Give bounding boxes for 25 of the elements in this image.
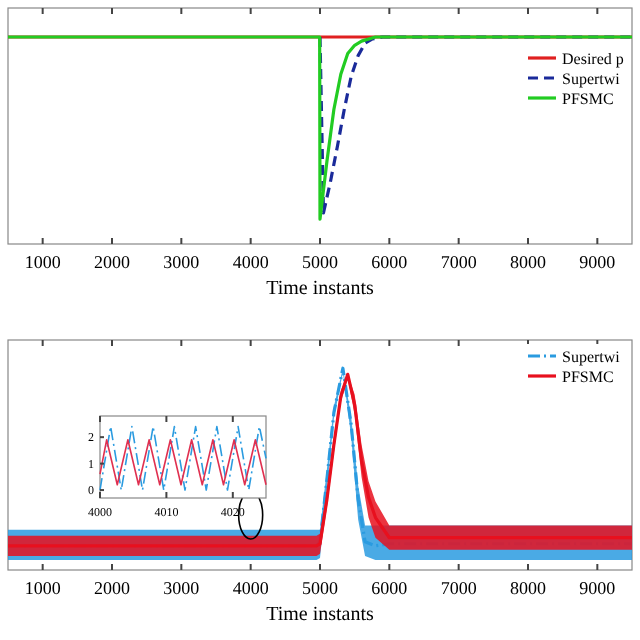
x-tick-label: 4000 <box>232 252 270 272</box>
x-tick-label: 3000 <box>163 252 201 272</box>
legend-label: PFSMC <box>562 90 614 108</box>
x-tick-label: 1000 <box>24 252 62 272</box>
x-tick-label: 7000 <box>440 578 478 598</box>
x-axis-title: Time instants <box>266 278 375 300</box>
x-tick-label: 9000 <box>579 252 617 272</box>
x-tick-label: 1000 <box>24 578 62 598</box>
x-tick-label: 5000 <box>302 252 339 272</box>
x-axis-title: Time instants <box>266 604 375 626</box>
x-tick-label: 9000 <box>579 578 617 598</box>
x-tick-label: 8000 <box>510 578 547 598</box>
x-tick-label: 6000 <box>371 578 409 598</box>
x-tick-label: 3000 <box>163 578 201 598</box>
legend-label: Desired p <box>562 50 624 68</box>
x-tick-label: 5000 <box>302 578 339 598</box>
x-tick-label: 7000 <box>440 252 478 272</box>
x-tick-label: 2000 <box>94 578 131 598</box>
legend-label: Supertwi <box>562 70 622 88</box>
x-tick-label: 8000 <box>510 252 547 272</box>
legend-label: Supertwi <box>562 348 622 366</box>
x-tick-label: 4000 <box>232 578 270 598</box>
x-tick-label: 2000 <box>94 252 131 272</box>
legend-label: PFSMC <box>562 368 614 386</box>
x-tick-label: 6000 <box>371 252 409 272</box>
